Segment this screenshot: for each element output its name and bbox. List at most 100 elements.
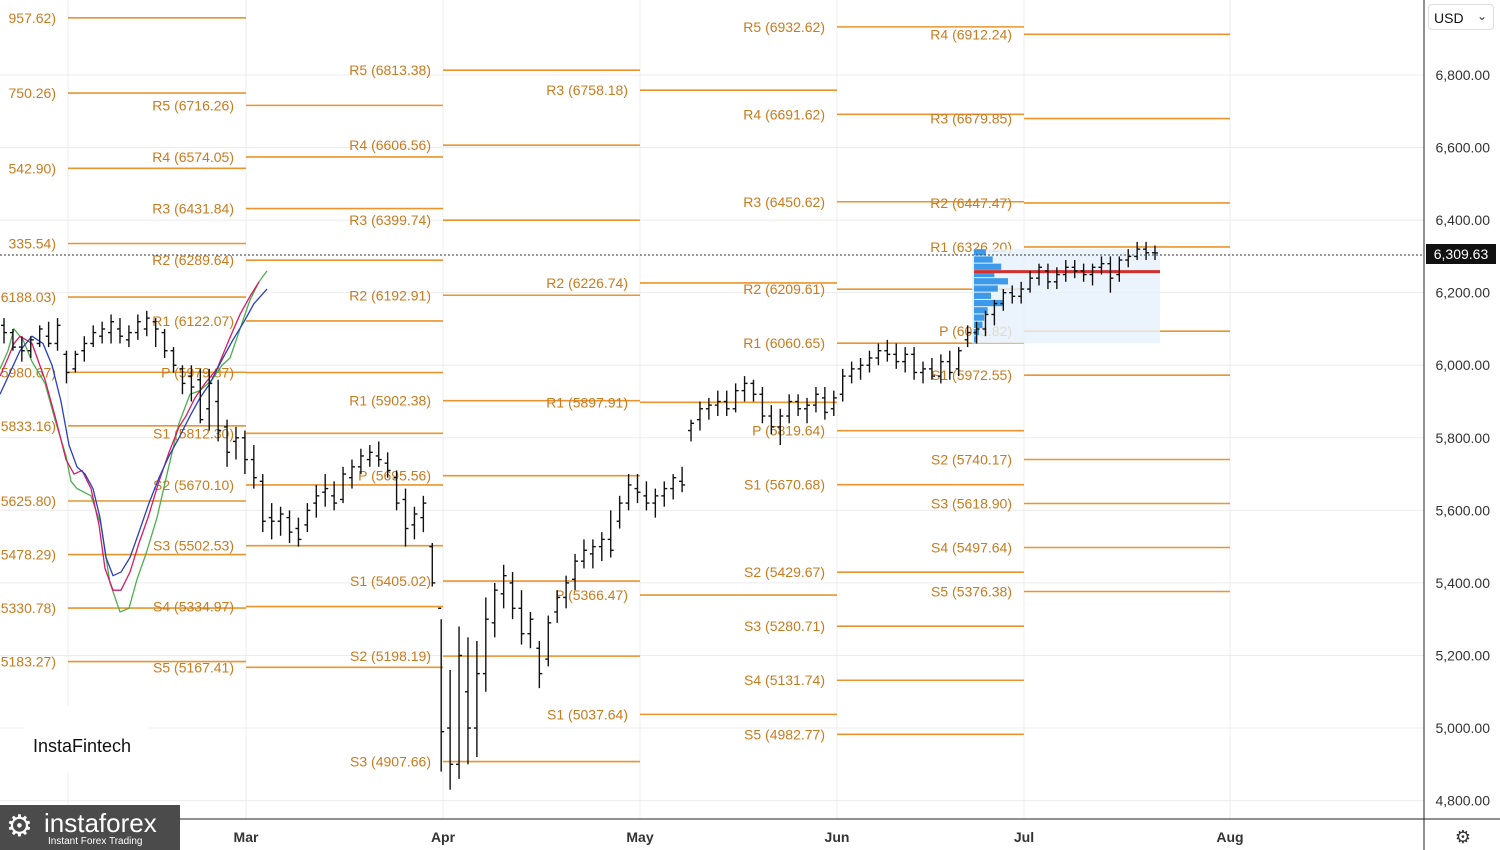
pivot-label: S5 (4982.77)	[744, 726, 825, 742]
price-bar	[473, 640, 480, 758]
price-bar	[99, 321, 106, 344]
price-bar	[991, 299, 998, 326]
pivot-label: 6188.03)	[1, 289, 56, 305]
price-tick-label: 6,600.00	[1436, 140, 1491, 156]
price-bar	[1036, 263, 1043, 286]
price-bar	[63, 350, 70, 384]
price-bar	[777, 408, 784, 446]
pivot-label: R3 (6431.84)	[152, 201, 234, 217]
settings-icon[interactable]: ⚙	[1454, 827, 1472, 847]
chevron-down-icon: ⌄	[1476, 9, 1487, 23]
price-bar	[384, 452, 391, 478]
price-bar	[1044, 263, 1051, 290]
price-bar	[1080, 263, 1087, 282]
pivot-label: R2 (6226.74)	[546, 275, 628, 291]
pivot-label: R3 (6450.62)	[743, 194, 825, 210]
price-bar	[884, 339, 891, 362]
pivot-label: S4 (5131.74)	[744, 672, 825, 688]
price-bar	[705, 397, 712, 420]
currency-selector[interactable]: USD ⌄	[1428, 4, 1494, 30]
price-bar	[857, 357, 864, 380]
price-bar	[411, 506, 418, 540]
time-tick-label: Aug	[1216, 829, 1243, 845]
watermark: InstaFintech	[24, 706, 148, 772]
pivot-label: R5 (6813.38)	[349, 62, 431, 78]
time-tick-label: Mar	[234, 829, 259, 845]
pivot-label: R3 (6399.74)	[349, 212, 431, 228]
price-bar	[732, 383, 739, 413]
price-bar	[661, 481, 668, 507]
price-bars	[1, 241, 1158, 790]
price-bar	[598, 532, 605, 562]
price-bar	[964, 325, 971, 348]
price-bar	[670, 474, 677, 500]
price-tick-label: 6,000.00	[1436, 357, 1491, 373]
price-bar	[259, 474, 266, 533]
price-bar	[536, 640, 543, 689]
price-bar	[839, 368, 846, 402]
volume-profile-row	[974, 278, 1008, 285]
time-tick-label: Jun	[825, 829, 850, 845]
pivot-label: P (5979.87)	[161, 365, 234, 381]
volume-profile-row	[974, 314, 985, 321]
price-bar	[295, 517, 302, 547]
price-bar	[1152, 245, 1158, 261]
pivot-label: R4 (6606.56)	[349, 137, 431, 153]
price-bar	[18, 336, 25, 362]
pivot-label: 5183.27)	[1, 654, 56, 670]
price-bar	[277, 506, 284, 536]
price-bar	[875, 343, 882, 366]
price-bar	[1134, 241, 1141, 261]
price-bar	[429, 543, 436, 587]
pivot-label: 750.26)	[9, 85, 56, 101]
price-bar	[27, 336, 34, 358]
pivot-label: S3 (5280.71)	[744, 618, 825, 634]
price-bar	[224, 419, 231, 467]
volume-profile-row	[974, 321, 983, 328]
price-bar	[848, 361, 855, 384]
price-bar	[9, 328, 16, 351]
price-axis[interactable]: 6,800.00 6,600.00 6,400.00 6,200.00 6,000.00…	[1436, 67, 1491, 809]
volume-profile-row	[974, 249, 986, 256]
pivot-label: R4 (6574.05)	[152, 149, 234, 165]
price-bar	[643, 481, 650, 511]
pivot-label: P (5695.56)	[358, 468, 431, 484]
current-price-tag: 6,309.63	[1426, 244, 1496, 264]
pivot-label: R4 (6912.24)	[930, 26, 1012, 42]
price-bar	[572, 553, 579, 591]
pivot-label: R2 (6447.47)	[930, 195, 1012, 211]
price-bar	[331, 481, 338, 511]
price-bar	[696, 401, 703, 431]
price-bar	[447, 669, 454, 790]
pivot-label: 5478.29)	[1, 547, 56, 563]
pivot-label: R5 (6716.26)	[152, 97, 234, 113]
pivot-label: R1 (6122.07)	[152, 313, 234, 329]
price-bar	[464, 637, 471, 765]
price-bar	[322, 474, 329, 507]
time-axis[interactable]: Mar Apr May Jun Jul Aug	[234, 829, 1244, 845]
pivot-label: R2 (6209.61)	[743, 281, 825, 297]
price-bar	[438, 607, 445, 772]
pivot-label: 335.54)	[9, 236, 56, 252]
pivot-label: S4 (5334.97)	[153, 599, 234, 615]
price-tick-label: 6,200.00	[1436, 285, 1491, 301]
price-bar	[72, 350, 79, 373]
price-bar	[241, 430, 248, 475]
price-bar	[688, 419, 695, 442]
volume-profile-row	[974, 299, 1003, 307]
price-bar	[509, 572, 516, 620]
price-bar	[1089, 263, 1096, 286]
price-bar	[1009, 285, 1016, 304]
pivot-label: S2 (5198.19)	[350, 648, 431, 664]
price-bar	[563, 575, 570, 609]
volume-profile-row	[974, 307, 988, 314]
price-bar	[143, 310, 150, 337]
price-tick-label: 5,000.00	[1436, 720, 1491, 736]
volume-profile-row	[974, 256, 993, 263]
price-bar	[366, 445, 373, 467]
price-bar	[946, 350, 953, 380]
volume-profile-row	[974, 270, 995, 278]
pivot-label: S4 (5497.64)	[931, 539, 1012, 555]
price-bar	[357, 448, 364, 475]
